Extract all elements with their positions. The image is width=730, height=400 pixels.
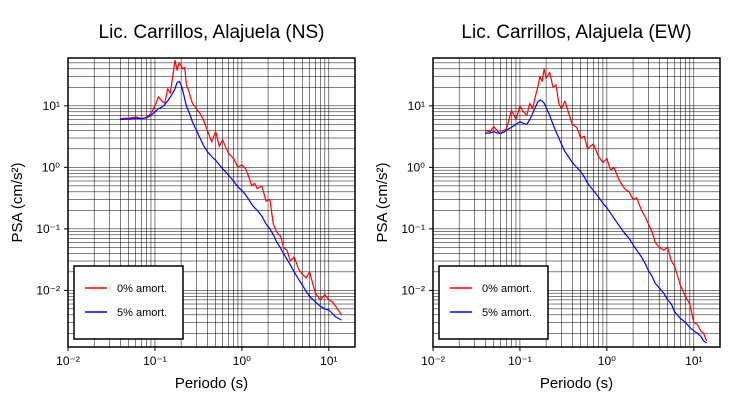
plot-frame <box>67 57 356 348</box>
y-tick-label: 10⁰ <box>42 160 60 174</box>
series-line-0pct <box>120 59 342 316</box>
legend-label-0pct: 0% amort. <box>117 283 167 295</box>
legend-box <box>73 265 184 340</box>
legend-label-5pct: 5% amort. <box>482 307 532 319</box>
y-tick-label: 10⁰ <box>407 160 425 174</box>
plot-frame <box>432 57 721 348</box>
x-tick-label: 10⁻² <box>56 354 80 368</box>
chart-title: Lic. Carrillos, Alajuela (EW) <box>461 22 691 43</box>
chart-ns: Lic. Carrillos, Alajuela (NS) Periodo (s… <box>9 22 356 392</box>
legend-label-5pct: 5% amort. <box>117 307 167 319</box>
x-tick-label: 10¹ <box>685 354 702 368</box>
y-tick-label: 10⁻² <box>401 283 425 297</box>
x-tick-label: 10⁻² <box>421 354 445 368</box>
chart-title: Lic. Carrillos, Alajuela (NS) <box>99 22 325 43</box>
series-line-5pct <box>485 99 707 344</box>
y-axis-label: PSA (cm/s²) <box>9 162 26 242</box>
series-line-0pct <box>485 68 708 342</box>
y-tick-label: 10¹ <box>408 99 425 113</box>
x-tick-label: 10⁰ <box>598 354 616 368</box>
grid <box>67 57 356 347</box>
y-tick-label: 10⁻¹ <box>401 222 425 236</box>
y-axis-label: PSA (cm/s²) <box>374 162 391 242</box>
y-tick-label: 10¹ <box>43 99 60 113</box>
x-axis-label: Periodo (s) <box>175 375 248 392</box>
x-tick-label: 10⁻¹ <box>143 354 167 368</box>
y-tick-label: 10⁻² <box>36 283 60 297</box>
x-tick-label: 10⁻¹ <box>508 354 532 368</box>
y-tick-label: 10⁻¹ <box>36 222 60 236</box>
x-tick-label: 10¹ <box>320 354 337 368</box>
series-line-5pct <box>120 80 342 321</box>
x-axis-label: Periodo (s) <box>540 375 613 392</box>
legend-label-0pct: 0% amort. <box>482 283 532 295</box>
x-tick-label: 10⁰ <box>233 354 251 368</box>
chart-ew: Lic. Carrillos, Alajuela (EW) Periodo (s… <box>374 22 721 392</box>
legend-box <box>438 265 549 340</box>
